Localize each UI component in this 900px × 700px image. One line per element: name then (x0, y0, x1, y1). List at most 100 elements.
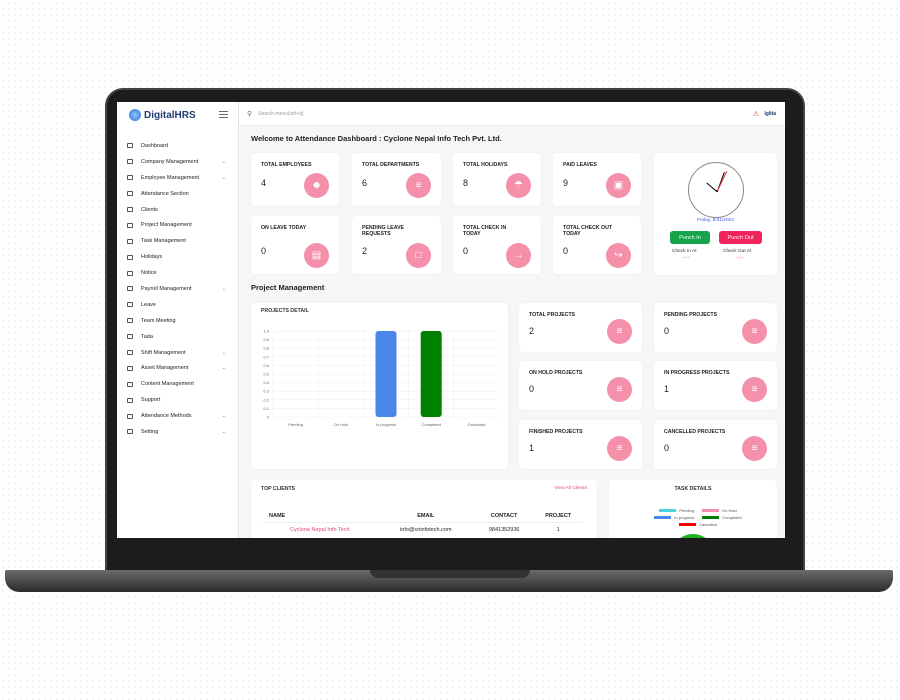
sidebar-item-label: Employee Management (141, 174, 200, 181)
bell-icon[interactable]: ⚠ (752, 110, 759, 118)
sidebar-item[interactable]: Payroll Management ⌄ (117, 281, 238, 297)
column-header: NAME (263, 510, 377, 523)
sidebar-item[interactable]: Team Meeting (117, 313, 238, 329)
legend-swatch (654, 516, 672, 519)
top-clients-card: TOP CLIENTS View All Clients NAME EMAIL CO… (251, 480, 597, 538)
stat-value: 2 (362, 246, 368, 256)
sidebar-item-label: Notice (141, 270, 157, 277)
sidebar-item[interactable]: Task Management (117, 233, 238, 249)
nav-icon (127, 159, 133, 165)
sidebar-item[interactable]: Project Management (117, 217, 238, 233)
bar[interactable] (375, 331, 397, 417)
table-row[interactable]: Cyclone Nepal Info Tech info@cninfotech.c… (263, 523, 583, 538)
sidebar-item-label: Asset Management (141, 365, 189, 372)
nav-icon (127, 318, 133, 324)
check-out-value: -:-:- (736, 256, 744, 261)
chevron-down-icon: ⌄ (221, 428, 226, 435)
legend-item[interactable]: On Hold (702, 508, 737, 513)
sidebar-item-label: Setting (141, 428, 159, 435)
view-all-clients-link[interactable]: View All Clients (554, 486, 587, 491)
nav-icon (127, 175, 133, 181)
project-stat-card: ON HOLD PROJECTS 0 ≡ (519, 361, 642, 410)
sidebar-item[interactable]: Setting ⌄ (117, 424, 238, 440)
sidebar-item[interactable]: Notice (117, 265, 238, 281)
sidebar-item[interactable]: Support (117, 392, 238, 408)
nav-icon (127, 286, 133, 292)
search-input[interactable]: Search menu(ctrl+q) (258, 110, 304, 117)
card-title: TASK DETAILS (674, 486, 712, 492)
nav-icon (127, 413, 133, 419)
logo-text: DigitalHRS (144, 109, 196, 121)
sidebar-item[interactable]: Content Management (117, 376, 238, 392)
chevron-down-icon: ⌄ (221, 174, 226, 181)
sidebar-item-label: Shift Management (141, 349, 186, 356)
topbar: ⚲ Search menu(ctrl+q) ⚠ Iglita (239, 102, 785, 126)
laptop-base (5, 570, 893, 592)
x-tick-label: Pending (288, 422, 303, 427)
projects-detail-card: PROJECTS DETAIL 0 0.1 0.2 0.3 0.4 0.5 0.6 0.7 0.… (251, 303, 508, 469)
stat-value: 0 (463, 246, 469, 256)
sidebar-item[interactable]: Company Management ⌄ (117, 154, 238, 170)
users-icon: ☻ (304, 173, 329, 198)
nav-icon (127, 143, 133, 149)
logo[interactable]: DigitalHRS (117, 102, 238, 128)
logo-icon (129, 109, 141, 121)
sidebar-item-label: Project Management (141, 222, 192, 229)
umbrella-icon: ☂ (506, 173, 531, 198)
nav-icon (127, 254, 133, 260)
menu-icon[interactable] (219, 111, 228, 118)
project-stat-card: FINISHED PROJECTS 1 ≡ (519, 420, 642, 469)
stat-label: PENDING LEAVE REQUESTS (362, 225, 404, 237)
nav-icon (127, 429, 133, 435)
clock-date: Friday, 5/31/2024 (697, 218, 734, 223)
nav-icon (127, 191, 133, 197)
chevron-down-icon: ⌄ (221, 365, 226, 372)
sidebar-item[interactable]: Shift Management ⌄ (117, 345, 238, 361)
logout-icon: ↪ (606, 243, 631, 268)
stat-value: 6 (362, 178, 368, 188)
sidebar-item[interactable]: Tada (117, 329, 238, 345)
card-title: TOP CLIENTS (261, 486, 296, 492)
section-title: Project Management (251, 283, 325, 292)
table-cell[interactable]: Cyclone Nepal Info Tech (290, 527, 350, 533)
punch-in-button[interactable]: Punch In (670, 231, 710, 244)
sidebar-item[interactable]: Attendance Section (117, 186, 238, 202)
y-tick-label: 1.0 (263, 329, 269, 334)
punch-out-button[interactable]: Punch Out (719, 231, 762, 244)
sidebar-item-label: Support (141, 397, 161, 404)
legend-item[interactable]: In progress (654, 515, 694, 520)
legend-label: In progress (674, 515, 695, 520)
stat-label: ON LEAVE TODAY (261, 225, 307, 231)
layers-icon: ≡ (607, 377, 632, 402)
file-icon: ▤ (304, 243, 329, 268)
sidebar-item[interactable]: Holidays (117, 249, 238, 265)
stat-value: 0 (261, 246, 267, 256)
nav-icon (127, 207, 133, 212)
message-icon: □ (406, 243, 431, 268)
legend-item[interactable]: Completed (702, 515, 742, 520)
sidebar-item[interactable]: Dashboard (117, 138, 238, 154)
table-cell: info@cninfotech.com (400, 527, 452, 533)
legend-swatch (659, 509, 677, 512)
stat-value: 0 (563, 246, 569, 256)
bar[interactable] (420, 331, 442, 417)
document-icon: ▣ (606, 173, 631, 198)
stat-card: PAID LEAVES 9 ▣ (553, 153, 641, 206)
sidebar-item[interactable]: Leave (117, 297, 238, 313)
sidebar-item-label: Attendance Methods (141, 413, 192, 420)
project-stat-card: TOTAL PROJECTS 2 ≡ (519, 303, 642, 352)
column-header: CONTACT (474, 510, 534, 523)
user-menu[interactable]: Iglita (764, 110, 776, 117)
stat-value: 4 (261, 178, 267, 188)
sidebar-item[interactable]: Employee Management ⌄ (117, 170, 238, 186)
sidebar-item-label: Task Management (141, 238, 186, 245)
legend-swatch (679, 523, 697, 526)
legend-item[interactable]: Cancelled (679, 522, 717, 527)
stat-value: 0 (664, 326, 670, 336)
sidebar-item[interactable]: Attendance Methods ⌄ (117, 408, 238, 424)
sidebar-item[interactable]: Asset Management ⌄ (117, 360, 238, 376)
legend-item[interactable]: Pending (659, 508, 694, 513)
legend-label: Pending (679, 508, 694, 513)
sidebar-item[interactable]: Clients (117, 202, 238, 218)
clock-icon (688, 162, 744, 218)
